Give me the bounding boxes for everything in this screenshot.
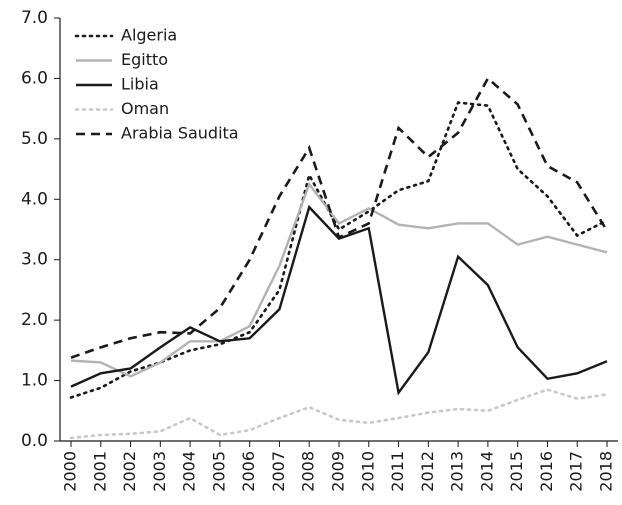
x-tick-label: 2009 (329, 451, 348, 492)
legend-label: Libia (121, 75, 159, 94)
x-tick-label: 2011 (388, 451, 407, 492)
y-tick-label: 1.0 (21, 371, 48, 391)
y-tick-label: 2.0 (21, 310, 48, 330)
x-tick-label: 2014 (477, 451, 496, 492)
legend-label: Arabia Saudita (121, 124, 239, 143)
y-tick-label: 5.0 (21, 129, 48, 149)
legend-label: Egitto (121, 50, 168, 69)
x-tick-label: 2012 (418, 451, 437, 492)
y-tick-label: 0.0 (21, 431, 48, 451)
x-tick-label: 2015 (507, 451, 526, 492)
x-tick-label: 2006 (239, 451, 258, 492)
series-line (69, 101, 609, 399)
x-tick-label: 2010 (358, 451, 377, 492)
x-tick-label: 2000 (61, 451, 80, 492)
y-tick-label: 4.0 (21, 189, 48, 209)
x-tick-label: 2001 (90, 451, 109, 492)
x-tick-label: 2005 (209, 451, 228, 492)
series-line (69, 388, 609, 440)
x-tick-label: 2017 (567, 451, 586, 492)
legend-label: Oman (121, 99, 169, 118)
x-tick-label: 2016 (537, 451, 556, 492)
x-tick-label: 2002 (120, 451, 139, 492)
series-line (70, 181, 608, 378)
series-line (70, 76, 609, 359)
x-tick-label: 2008 (299, 451, 318, 492)
x-tick-label: 2013 (448, 451, 467, 492)
x-tick-label: 2003 (150, 451, 169, 492)
y-tick-label: 7.0 (21, 8, 48, 28)
x-tick-label: 2018 (597, 451, 616, 492)
legend-label: Algeria (121, 26, 177, 45)
x-tick-label: 2004 (180, 451, 199, 492)
x-tick-label: 2007 (269, 451, 288, 492)
y-tick-label: 6.0 (21, 68, 48, 88)
y-tick-label: 3.0 (21, 250, 48, 270)
